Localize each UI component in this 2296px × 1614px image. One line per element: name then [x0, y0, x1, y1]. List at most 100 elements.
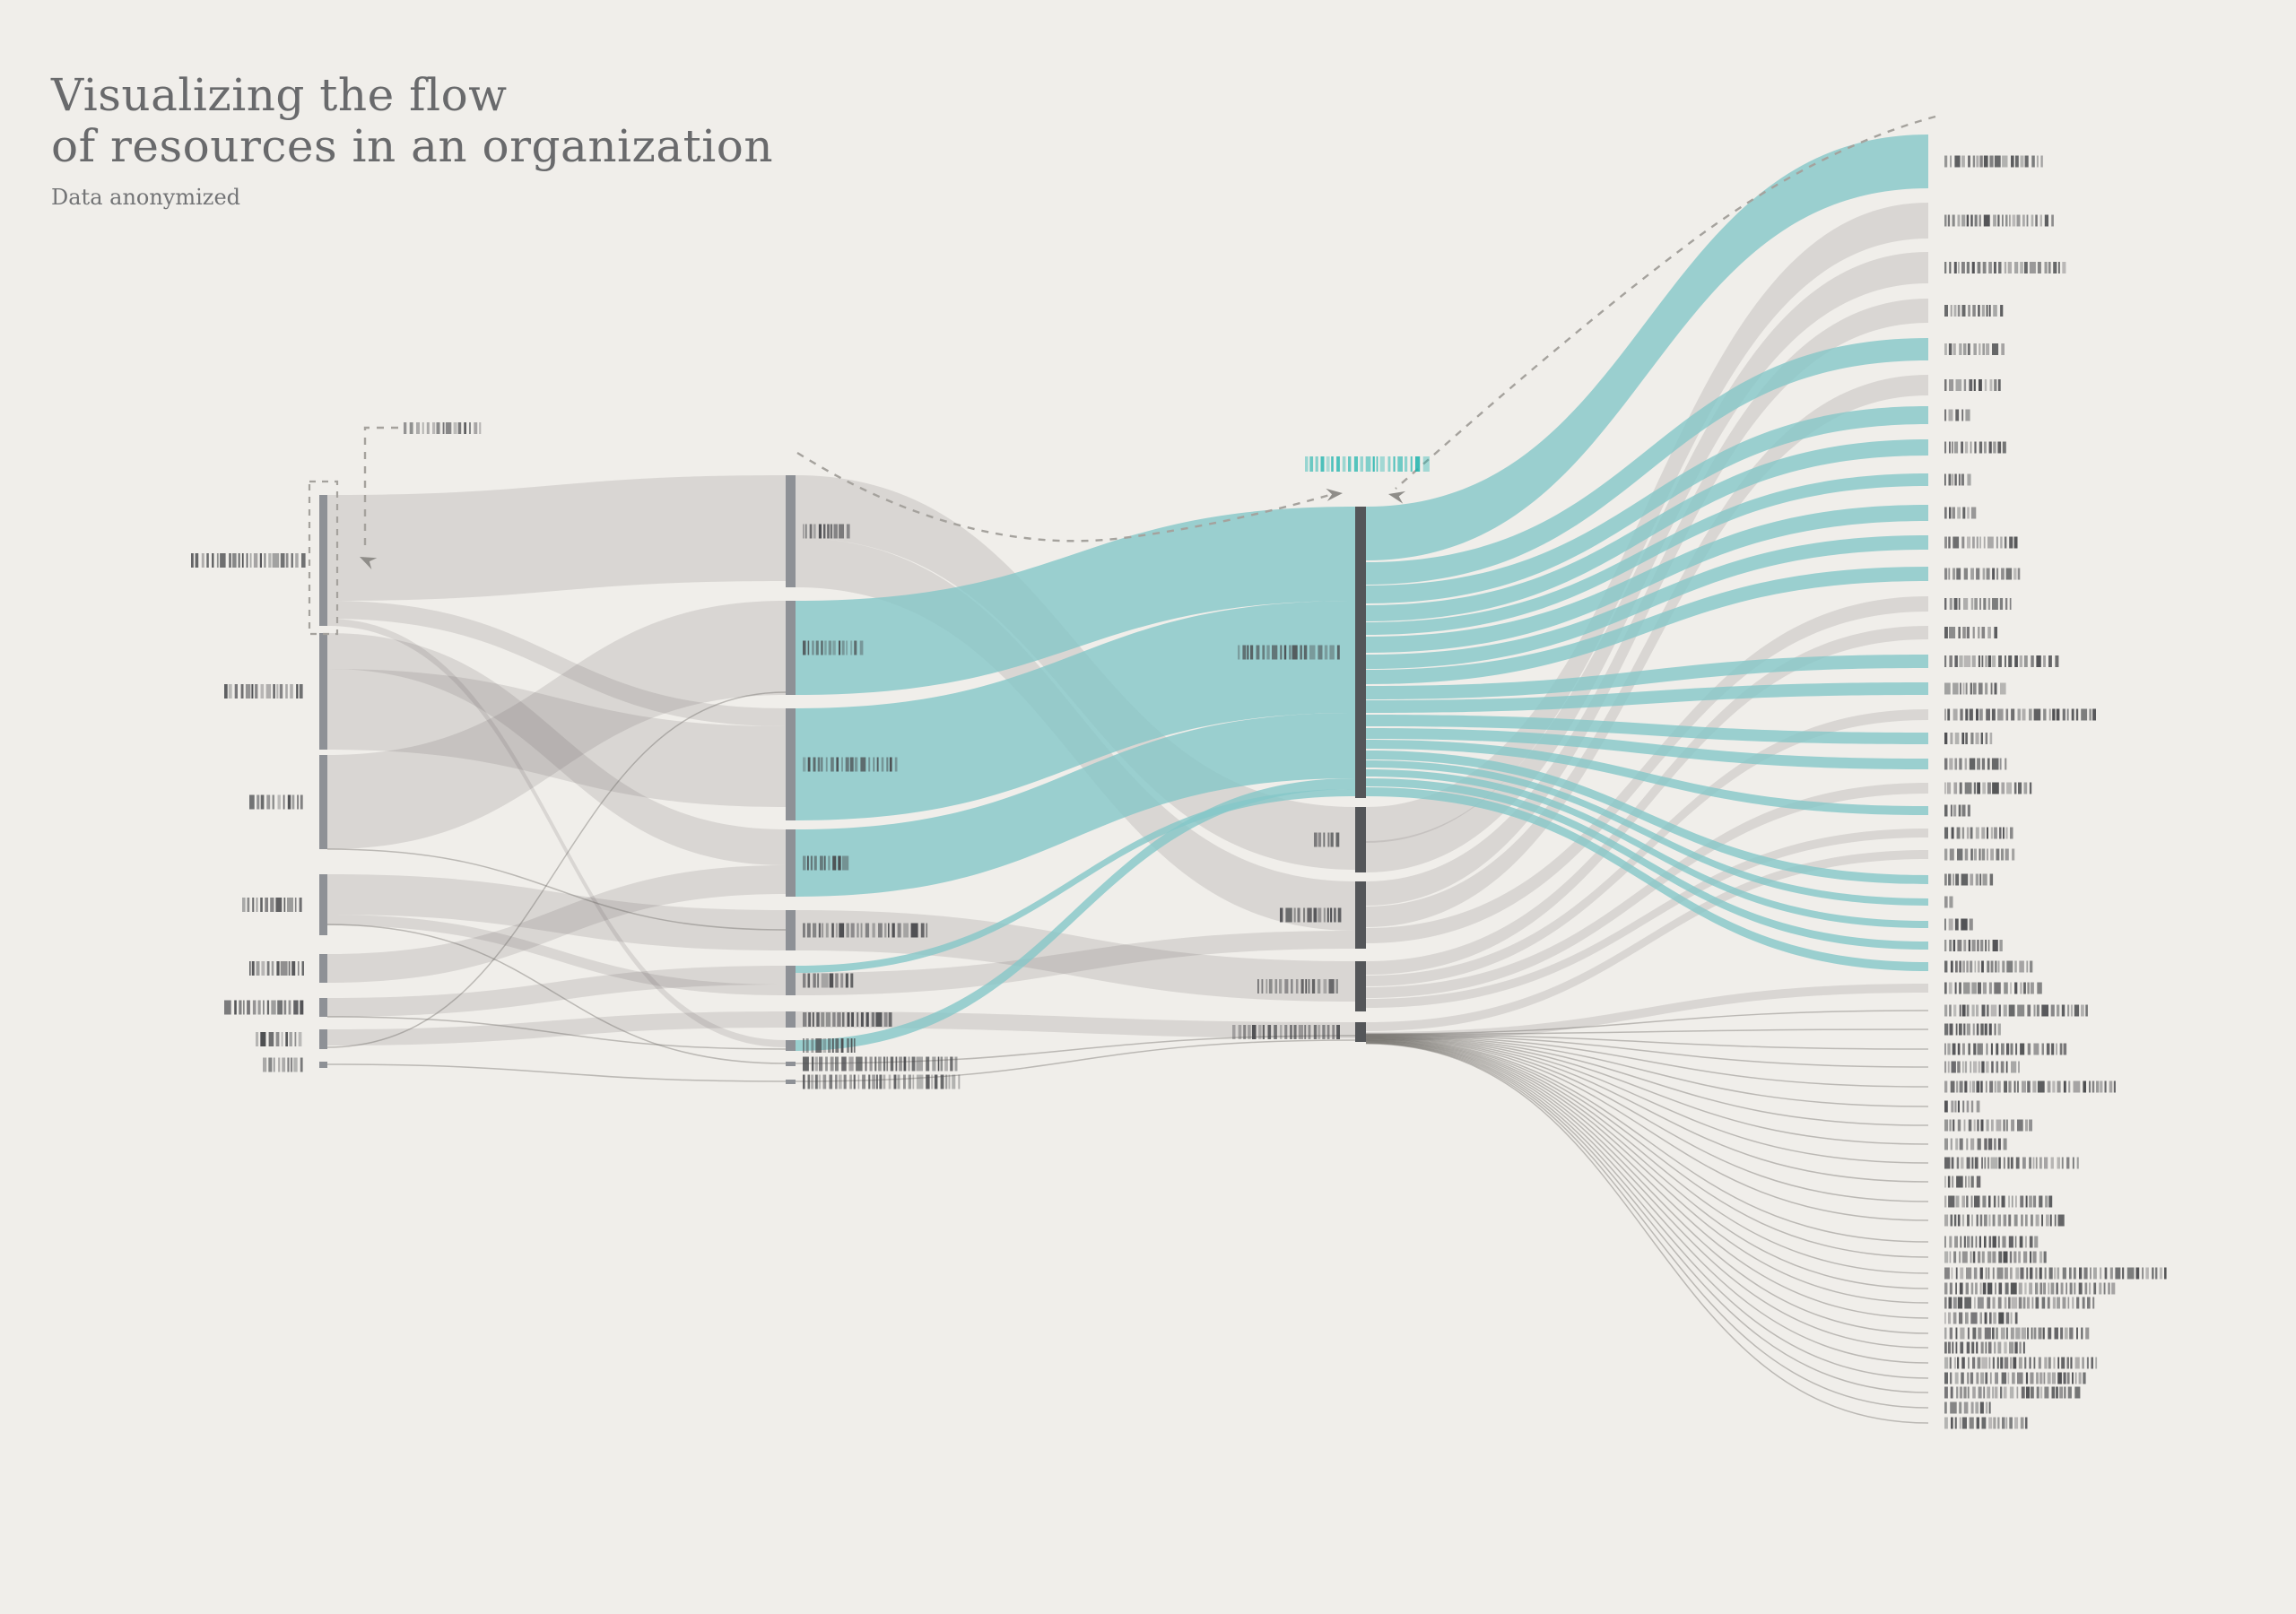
barcode-bar	[2044, 214, 2048, 227]
barcode-label	[1944, 982, 2042, 994]
barcode-bar	[2084, 1282, 2088, 1295]
barcode-bar	[806, 923, 811, 938]
barcode-bar	[1971, 655, 1976, 667]
barcode-bar	[1983, 1386, 1986, 1399]
barcode-bar	[1987, 627, 1991, 638]
barcode-label	[1944, 873, 1994, 886]
barcode-bar	[1334, 907, 1336, 923]
barcode-bar	[2067, 1297, 2070, 1309]
barcode-bar	[2095, 1357, 2098, 1369]
barcode-bar	[300, 794, 303, 810]
barcode-bar	[1997, 379, 2001, 391]
barcode-bar	[1981, 1357, 1987, 1369]
barcode-bar	[1970, 214, 1973, 227]
flow-hairline	[1365, 1037, 1929, 1221]
barcode-bar	[2020, 982, 2022, 994]
barcode-bar	[2048, 655, 2052, 667]
barcode-bar	[2089, 1282, 2092, 1295]
barcode-bar	[2043, 1251, 2047, 1263]
barcode-bar	[847, 1012, 850, 1027]
barcode-bar	[1970, 1401, 1974, 1414]
barcode-bar	[817, 757, 821, 772]
barcode-bar	[2048, 262, 2051, 273]
flow-ribbon-teal	[796, 507, 1355, 695]
barcode-bar	[242, 898, 246, 912]
barcode-bar	[1981, 1004, 1986, 1017]
barcode-bar	[247, 1000, 250, 1015]
barcode-label	[1944, 155, 2043, 168]
barcode-bar	[261, 961, 265, 976]
barcode-bar	[1966, 1004, 1970, 1017]
barcode-bar	[2010, 1312, 2013, 1324]
barcode-bar	[1944, 655, 1947, 667]
barcode-bar	[1376, 456, 1378, 472]
barcode-bar	[1970, 1282, 1974, 1295]
barcode-bar	[263, 1057, 267, 1072]
barcode-bar	[1990, 848, 1994, 861]
barcode-bar	[1997, 1297, 2002, 1309]
barcode-bar	[1964, 848, 1969, 861]
barcode-bar	[883, 1074, 886, 1089]
barcode-bar	[1954, 1236, 1958, 1248]
barcode-bar	[2041, 1297, 2046, 1309]
barcode-bar	[2017, 568, 2021, 580]
barcode-bar	[1954, 441, 1959, 454]
node-bar-col2-n10	[786, 1080, 796, 1084]
barcode-bar	[1989, 1080, 1994, 1093]
barcode-bar	[1991, 1119, 1994, 1132]
barcode-bar	[2066, 1372, 2070, 1384]
barcode-bar	[1991, 1061, 1994, 1073]
barcode-bar	[1976, 1176, 1981, 1188]
barcode-bar	[1944, 1372, 1948, 1384]
barcode-bar	[1944, 473, 1946, 486]
barcode-bar	[1944, 441, 1947, 454]
barcode-bar	[1985, 1372, 1988, 1384]
barcode-label	[803, 923, 928, 938]
barcode-bar	[1974, 1157, 1979, 1169]
barcode-bar	[1972, 1386, 1976, 1399]
barcode-bar	[1957, 214, 1961, 227]
barcode-bar	[2033, 708, 2041, 721]
barcode-bar	[1987, 1138, 1993, 1150]
barcode-bar	[813, 855, 817, 871]
barcode-bar	[2022, 1157, 2026, 1169]
barcode-bar	[287, 794, 291, 810]
barcode-label	[1944, 896, 1953, 908]
barcode-bar	[1950, 305, 1952, 317]
barcode-bar	[1987, 1341, 1992, 1354]
barcode-bar	[2057, 1267, 2060, 1280]
barcode-bar	[2038, 1327, 2042, 1340]
barcode-bar	[1953, 305, 1957, 317]
barcode-bar	[291, 794, 295, 810]
barcode-bar	[1962, 1043, 1965, 1055]
barcode-bar	[1293, 907, 1296, 923]
barcode-bar	[950, 1056, 953, 1072]
barcode-bar	[1996, 536, 1998, 549]
barcode-label	[1944, 409, 1970, 421]
barcode-bar	[1975, 827, 1979, 839]
barcode-bar	[2035, 1214, 2039, 1227]
barcode-bar	[2001, 848, 2004, 861]
annotation-dashed-connector	[1395, 115, 1936, 490]
barcode-bar	[2024, 1357, 2027, 1369]
barcode-bar	[1262, 645, 1265, 660]
barcode-bar	[1291, 979, 1293, 994]
barcode-bar	[1950, 1080, 1955, 1093]
barcode-bar	[1326, 456, 1330, 472]
barcode-bar	[2013, 782, 2017, 794]
barcode-bar	[2014, 1312, 2018, 1324]
barcode-bar	[860, 1012, 864, 1027]
flow-hairline	[326, 924, 787, 1064]
flow-ribbon-gray	[327, 601, 786, 849]
barcode-bar	[2023, 982, 2026, 994]
barcode-bar	[1994, 1138, 1996, 1150]
barcode-bar	[2013, 536, 2018, 549]
barcode-bar	[1998, 1004, 2001, 1017]
flow-ribbon-teal	[1366, 406, 1928, 603]
barcode-bar	[1336, 1025, 1340, 1039]
barcode-bar	[2066, 1157, 2070, 1169]
barcode-bar	[1997, 708, 2004, 721]
barcode-bar	[1963, 1386, 1967, 1399]
barcode-bar	[830, 524, 833, 539]
barcode-bar	[1959, 758, 1962, 770]
